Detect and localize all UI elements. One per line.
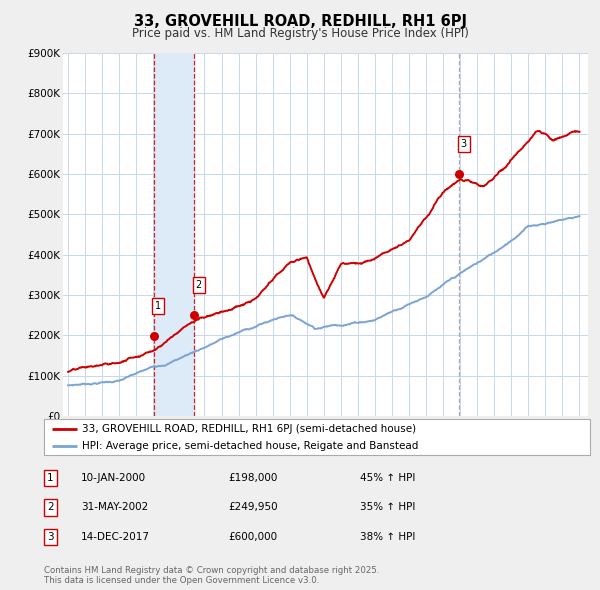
Text: 1: 1 [155,301,161,311]
Text: 2: 2 [196,280,202,290]
Text: £249,950: £249,950 [228,503,278,512]
Text: 35% ↑ HPI: 35% ↑ HPI [360,503,415,512]
FancyBboxPatch shape [44,419,590,455]
Text: 38% ↑ HPI: 38% ↑ HPI [360,532,415,542]
Text: 33, GROVEHILL ROAD, REDHILL, RH1 6PJ: 33, GROVEHILL ROAD, REDHILL, RH1 6PJ [133,14,467,28]
Text: Price paid vs. HM Land Registry's House Price Index (HPI): Price paid vs. HM Land Registry's House … [131,27,469,40]
Text: £600,000: £600,000 [228,532,277,542]
Text: 33, GROVEHILL ROAD, REDHILL, RH1 6PJ (semi-detached house): 33, GROVEHILL ROAD, REDHILL, RH1 6PJ (se… [82,424,416,434]
Text: 3: 3 [461,139,467,149]
Text: 1: 1 [47,473,54,483]
Text: 10-JAN-2000: 10-JAN-2000 [81,473,146,483]
Text: 14-DEC-2017: 14-DEC-2017 [81,532,150,542]
Text: HPI: Average price, semi-detached house, Reigate and Banstead: HPI: Average price, semi-detached house,… [82,441,418,451]
Bar [154,53,194,416]
Text: 45% ↑ HPI: 45% ↑ HPI [360,473,415,483]
Text: 2: 2 [47,503,54,512]
Text: 31-MAY-2002: 31-MAY-2002 [81,503,148,512]
Text: 3: 3 [47,532,54,542]
Text: Contains HM Land Registry data © Crown copyright and database right 2025.
This d: Contains HM Land Registry data © Crown c… [44,566,379,585]
Text: £198,000: £198,000 [228,473,277,483]
